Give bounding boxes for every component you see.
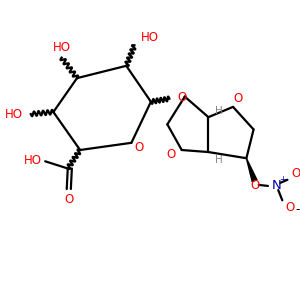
- Text: HO: HO: [141, 31, 159, 44]
- Text: H: H: [215, 106, 223, 116]
- Text: O: O: [285, 201, 294, 214]
- Text: +: +: [279, 175, 286, 184]
- Text: O: O: [167, 148, 176, 160]
- Text: O: O: [291, 167, 300, 180]
- Text: H: H: [215, 155, 223, 165]
- Text: O: O: [64, 193, 74, 206]
- Text: -: -: [296, 203, 300, 216]
- Text: O: O: [250, 179, 259, 192]
- Text: O: O: [134, 141, 143, 154]
- Text: HO: HO: [24, 154, 42, 167]
- Text: HO: HO: [5, 108, 23, 121]
- Polygon shape: [246, 158, 257, 182]
- Text: HO: HO: [52, 41, 70, 54]
- Text: O: O: [177, 91, 186, 104]
- Text: O: O: [233, 92, 243, 105]
- Text: N: N: [271, 179, 281, 192]
